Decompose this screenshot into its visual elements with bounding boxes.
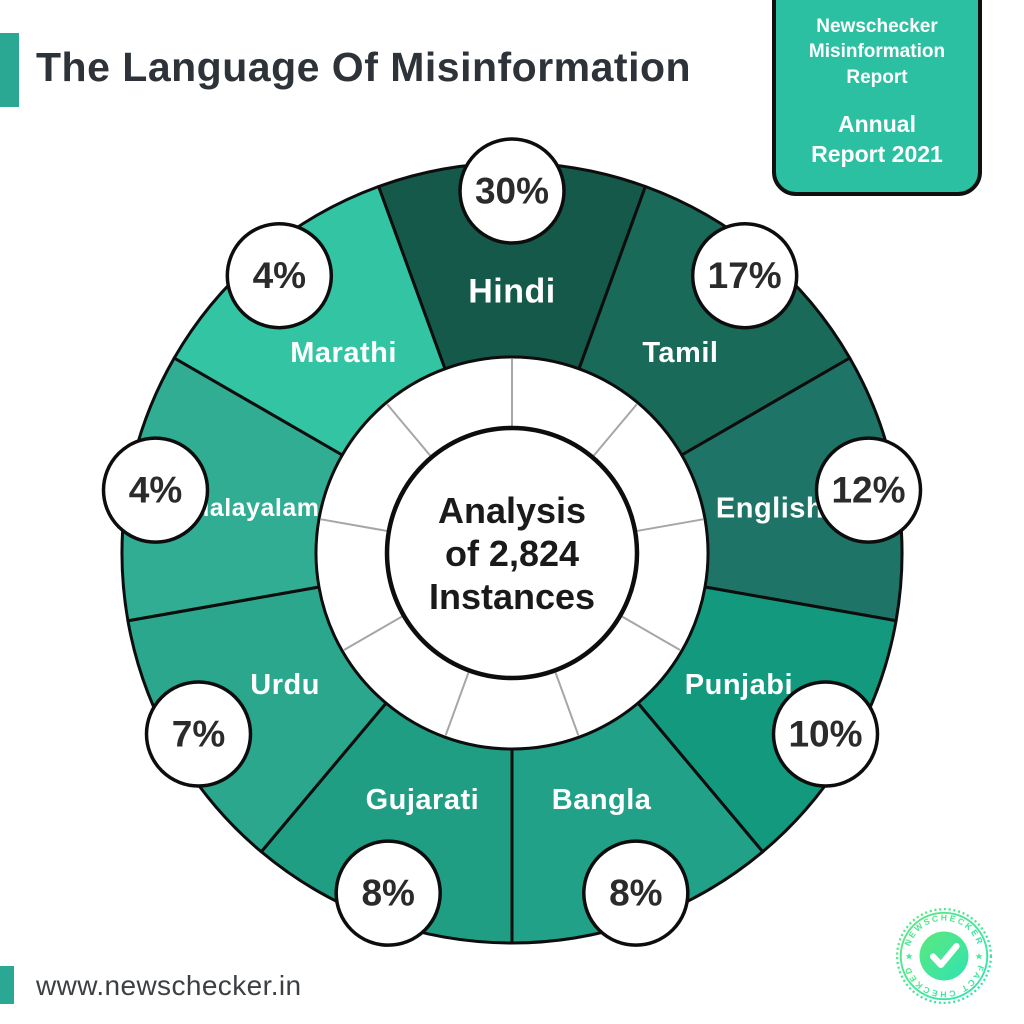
badge-line: Report 2021 — [811, 141, 943, 168]
spoke-line — [621, 615, 681, 651]
slice-label-gujarati: Gujarati — [366, 784, 480, 816]
badge-line: Annual — [838, 111, 916, 138]
percent-bubble-marathi — [225, 221, 334, 330]
percent-value-english: 12% — [831, 470, 905, 511]
stamp-star-right-icon: ★ — [975, 952, 983, 962]
slice-label-malayalam: Malayalam — [188, 494, 319, 522]
percent-value-hindi: 30% — [475, 171, 549, 212]
slice-label-tamil: Tamil — [642, 337, 718, 369]
slice-hindi — [377, 161, 647, 371]
percent-bubble-malayalam — [101, 436, 210, 544]
slice-label-english: English — [716, 492, 824, 524]
slice-label-marathi: Marathi — [290, 337, 397, 369]
page-title: The Language Of Misinformation — [36, 44, 692, 90]
percent-bubble-urdu — [144, 680, 253, 788]
slice-english — [680, 356, 904, 623]
percent-bubble-gujarati — [334, 839, 442, 947]
center-label-line: Analysis — [438, 490, 586, 531]
spoke-line — [320, 518, 388, 532]
percent-bubble-tamil — [690, 221, 799, 330]
slice-bangla — [510, 701, 765, 945]
stamp-check-icon — [929, 942, 960, 968]
footer-accent-bar — [0, 966, 14, 1004]
spoke-line — [386, 403, 432, 457]
slice-label-punjabi: Punjabi — [685, 669, 793, 701]
badge-report-name: Newschecker Misinformation Report — [786, 14, 968, 90]
center-label-line: Instances — [429, 576, 595, 617]
percent-value-marathi: 4% — [253, 255, 306, 296]
stamp-star-left-icon: ★ — [905, 952, 913, 962]
percent-value-gujarati: 8% — [361, 873, 414, 914]
percent-value-punjabi: 10% — [788, 714, 862, 755]
spoke-line — [444, 671, 470, 736]
percent-value-bangla: 8% — [609, 873, 662, 914]
slice-tamil — [577, 185, 852, 457]
spoke-line — [636, 518, 704, 532]
percent-bubble-bangla — [582, 839, 690, 947]
spoke-line — [592, 403, 638, 457]
report-badge: Newschecker Misinformation Report Annual… — [772, 0, 982, 197]
percent-bubble-punjabi — [771, 680, 880, 788]
spoke-line — [343, 615, 403, 651]
slice-urdu — [126, 585, 388, 854]
center-label-line: of 2,824 — [445, 533, 579, 574]
slice-label-bangla: Bangla — [552, 784, 652, 816]
title-accent-bar — [0, 33, 19, 107]
percent-bubble-hindi — [458, 137, 566, 245]
newschecker-stamp-logo: NEWSCHECKER FACT CHECKED ★ ★ — [895, 907, 993, 1005]
badge-line: Misinformation — [808, 41, 946, 63]
slice-label-urdu: Urdu — [250, 669, 320, 701]
slice-label-hindi: Hindi — [468, 273, 555, 311]
badge-annual-report: Annual Report 2021 — [786, 110, 968, 170]
slice-gujarati — [259, 701, 514, 945]
badge-line: Report — [846, 66, 908, 88]
percent-bubble-english — [814, 436, 923, 544]
percent-value-malayalam: 4% — [129, 470, 182, 511]
center-circle — [384, 425, 640, 681]
slice-punjabi — [636, 585, 898, 854]
badge-line: Newschecker — [816, 16, 938, 37]
percent-value-urdu: 7% — [172, 714, 225, 755]
spoke-line — [554, 671, 580, 736]
website-url: www.newschecker.in — [36, 970, 302, 1001]
stamp-center-disc — [919, 931, 969, 981]
percent-value-tamil: 17% — [708, 255, 782, 296]
slice-marathi — [172, 185, 447, 457]
